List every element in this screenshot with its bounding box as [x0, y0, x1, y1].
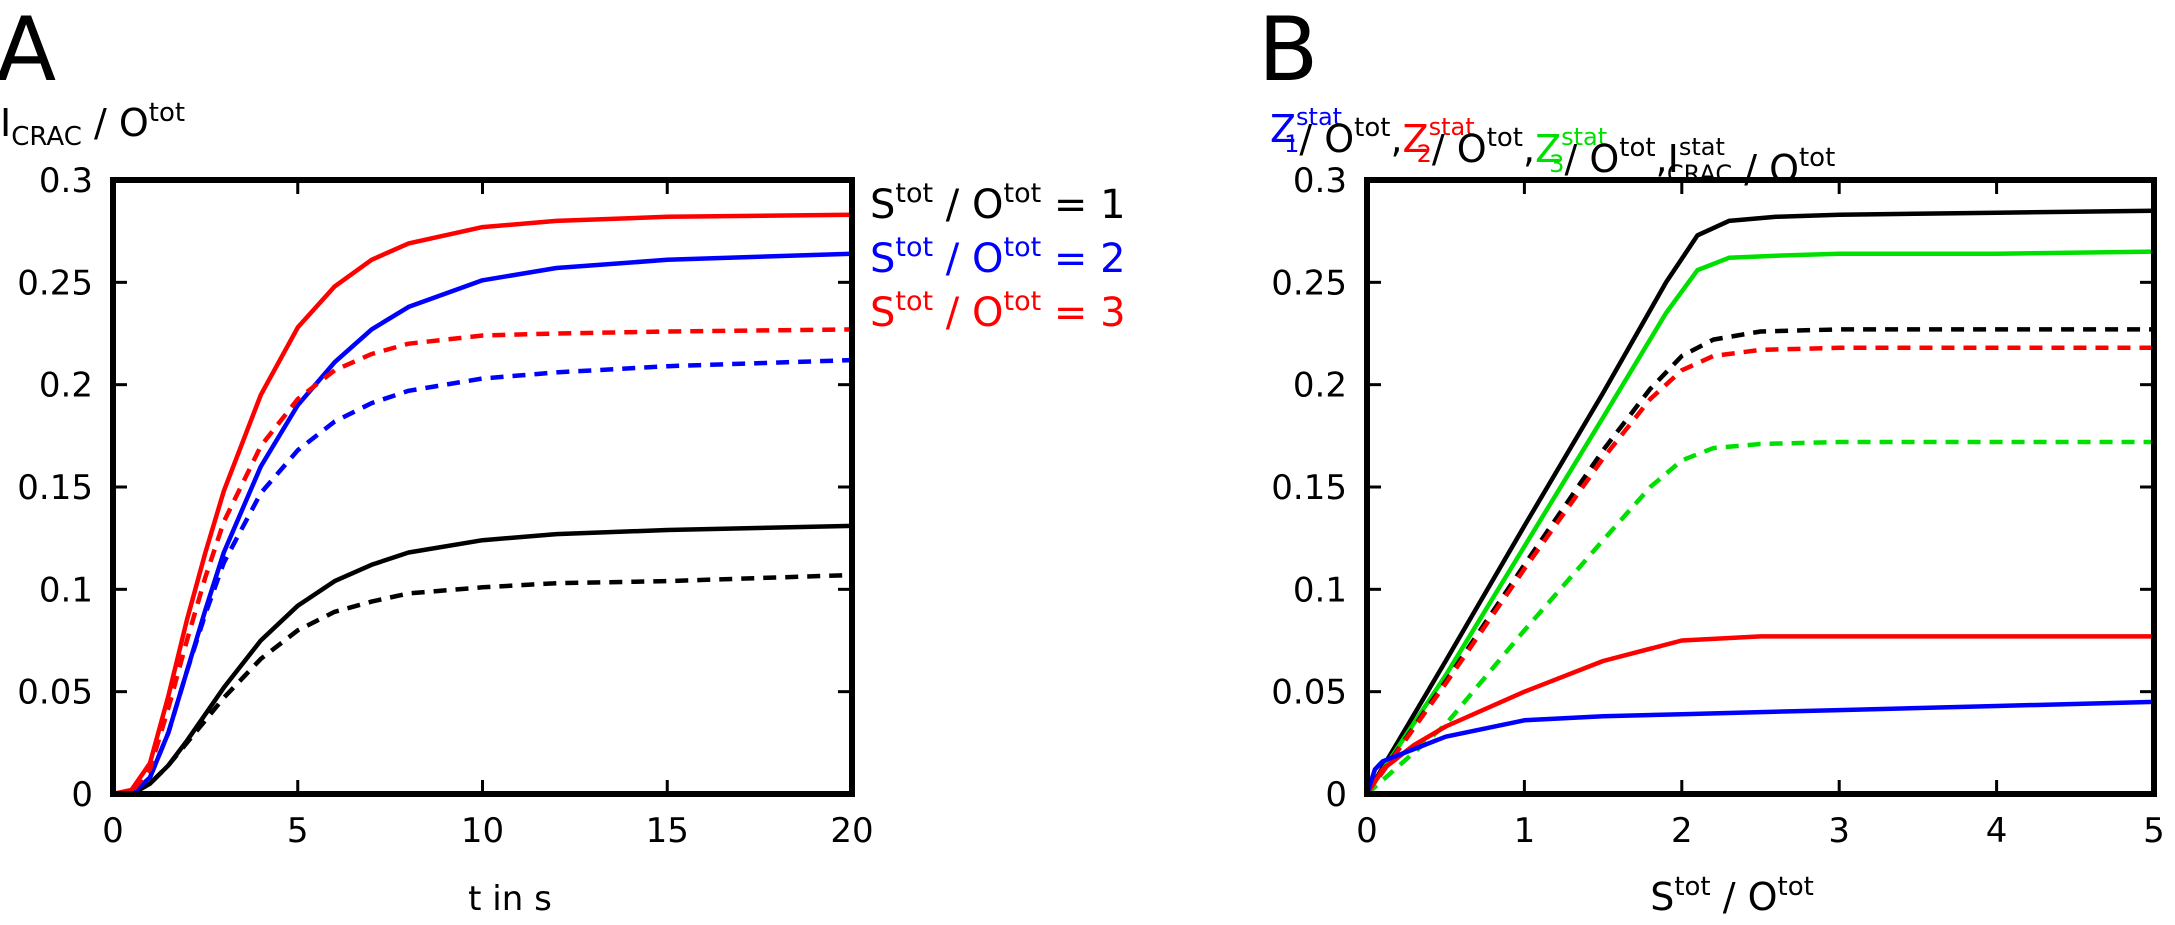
- y-tick-label: 0.15: [1271, 468, 1347, 508]
- x-tick-label: 5: [287, 811, 309, 851]
- y-tick-label: 0.15: [17, 468, 93, 508]
- y-tick-label: 0: [71, 775, 93, 815]
- x-tick-label: 10: [461, 811, 504, 851]
- legend-item: Stot / Otot = 2: [870, 232, 1126, 282]
- panel-b-x-axis-label: Stot / Otot: [1650, 872, 1814, 919]
- panel-b: B Zstat 1/ Otot,Zstat 2/ Otot,Zstat 3/ Otot…: [1258, 0, 2165, 919]
- panel-a-series-line-4: [112, 212, 853, 797]
- panel-a-x-axis-label: t in s: [468, 879, 552, 919]
- legend-item: Stot / Otot = 3: [870, 286, 1126, 336]
- y-tick-label: 0.1: [39, 570, 93, 610]
- x-tick-label: 3: [1828, 811, 1850, 851]
- y-tick-label: 0.25: [1271, 263, 1347, 303]
- panel-b-series: [1364, 208, 2155, 796]
- panel-a-series-line-5: [112, 327, 853, 797]
- panel-b-y-axis-label: Zstat 1/ Otot,Zstat 2/ Otot,Zstat 3/ Otot,I…: [1270, 103, 1835, 191]
- x-tick-label: 2: [1671, 811, 1693, 851]
- panel-a: A ICRAC / Otot 0 5 10 15 20 0 0.05 0.1 0.15 0.2 0.…: [0, 0, 1126, 919]
- x-tick-label: 0: [102, 811, 124, 851]
- panel-a-series: [112, 212, 853, 797]
- x-tick-label: 0: [1356, 811, 1378, 851]
- panel-b-series-line-0: [1365, 208, 2155, 796]
- x-tick-label: 1: [1514, 811, 1536, 851]
- panel-b-series-line-3: [1365, 345, 2154, 796]
- y-tick-label: 0.05: [1271, 673, 1347, 713]
- panel-b-series-line-6: [1364, 699, 2155, 795]
- y-tick-label: 0.05: [17, 673, 93, 713]
- panel-b-series-line-5: [1365, 634, 2154, 796]
- panel-a-series-line-1: [113, 572, 853, 797]
- panel-b-axes: 0 1 2 3 4 5 0 0.05 0.1 0.15 0.2 0.25 0.3: [1271, 161, 2165, 851]
- x-tick-label: 4: [1986, 811, 2008, 851]
- x-tick-label: 5: [2143, 811, 2165, 851]
- y-tick-label: 0.3: [39, 161, 93, 201]
- legend-item: Stot / Otot = 1: [870, 178, 1126, 228]
- panel-b-series-line-4: [1365, 439, 2154, 796]
- panel-a-y-axis-label: ICRAC / Otot: [0, 98, 185, 152]
- y-tick-label: 0.2: [1293, 366, 1347, 406]
- y-tick-label: 0.25: [17, 263, 93, 303]
- panel-a-series-line-3: [113, 357, 853, 797]
- y-tick-label: 0.1: [1293, 570, 1347, 610]
- panel-a-label: A: [0, 0, 56, 101]
- x-tick-label: 15: [646, 811, 689, 851]
- panel-b-label: B: [1258, 0, 1318, 101]
- panel-b-series-line-1: [1365, 249, 2155, 796]
- y-tick-label: 0.3: [1293, 161, 1347, 201]
- y-tick-label: 0.2: [39, 366, 93, 406]
- panel-a-axes: 0 5 10 15 20 0 0.05 0.1 0.15 0.2 0.25 0.3: [17, 161, 873, 851]
- y-tick-label: 0: [1325, 775, 1347, 815]
- x-tick-label: 20: [830, 811, 873, 851]
- panel-b-plot-frame: [1364, 177, 2157, 797]
- panel-b-series-line-2: [1365, 327, 2154, 796]
